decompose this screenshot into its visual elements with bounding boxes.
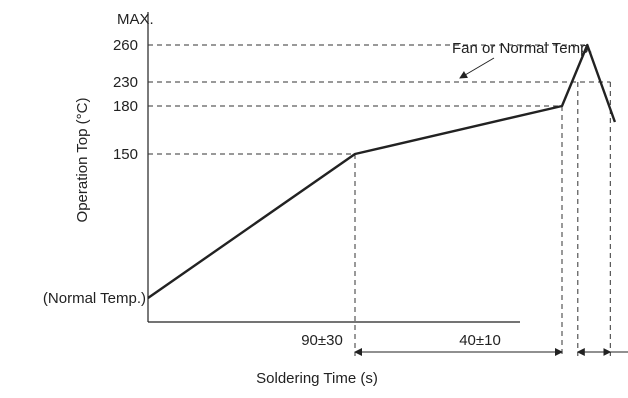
dashed-guides: [148, 44, 611, 356]
interval-90-label: 90±30: [301, 332, 343, 349]
y-tick-260: 260: [113, 37, 138, 54]
temperature-profile-line: [147, 43, 617, 299]
y-tick-230: 230: [113, 74, 138, 91]
interval-40-label: 40±10: [459, 332, 501, 349]
y-max-label: MAX.: [117, 11, 154, 28]
x-axis-title: Soldering Time (s): [256, 370, 378, 387]
y-tick-normal-temp: (Normal Temp.): [43, 290, 146, 307]
y-axis-title: Operation Top (°C): [74, 98, 91, 223]
fan-arrow: [459, 57, 495, 79]
fan-annotation: Fan or Normal Temp.: [452, 40, 593, 57]
y-tick-150: 150: [113, 146, 138, 163]
y-tick-labels: 150 180 230 260 (Normal Temp.): [43, 37, 146, 307]
y-tick-180: 180: [113, 98, 138, 115]
